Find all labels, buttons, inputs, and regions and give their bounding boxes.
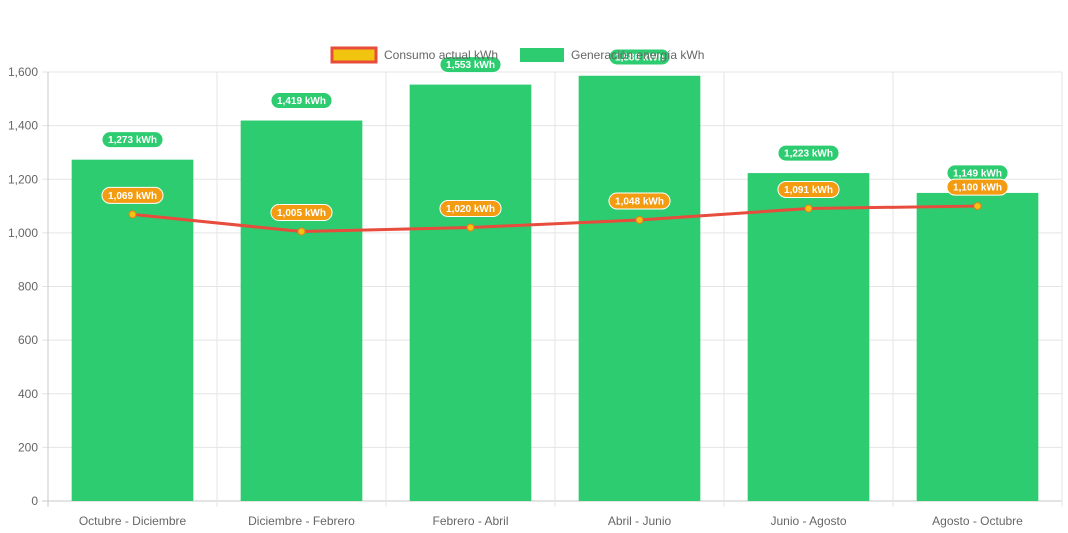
data-label-text: 1,091 kWh [784,185,833,196]
line-data-label: 1,020 kWh [439,200,502,218]
x-tick-label: Junio - Agosto [770,514,846,528]
data-label-background [608,192,671,210]
legend-item-generacion[interactable]: Generación energía kWh [520,48,704,62]
line-data-label: 1,091 kWh [777,180,840,198]
y-tick-label: 600 [18,333,38,347]
line-point[interactable] [297,227,306,236]
y-tick-label: 1,000 [8,226,38,240]
line-point[interactable] [635,216,644,225]
line-series [128,202,982,236]
data-label-text: 1,020 kWh [446,204,495,215]
y-tick-label: 400 [18,387,38,401]
data-label-background [946,178,1009,196]
x-tick-label: Agosto - Octubre [932,514,1023,528]
data-label-text: 1,069 kWh [108,191,157,202]
legend[interactable]: Consumo actual kWh Generación energía kWh [330,46,704,64]
y-tick-label: 1,400 [8,119,38,133]
data-labels: 1,273 kWh 1,419 kWh 1,553 kWh 1,586 kWh 1,22… [101,48,1009,222]
bar-data-label: 1,419 kWh [270,92,333,110]
y-axis: 0 200 400 600 800 1,000 1,200 1,400 1,600 [8,65,38,508]
data-label-text: 1,048 kWh [615,197,664,208]
y-tick-label: 0 [31,494,38,508]
data-label-text: 1,553 kWh [446,60,495,71]
data-label-background [439,200,502,218]
bar[interactable] [409,84,532,502]
bar-data-label: 1,223 kWh [777,144,840,162]
line-data-label: 1,100 kWh [946,178,1009,196]
bar-data-label: 1,553 kWh [439,56,502,74]
bar[interactable] [747,173,870,501]
line-point[interactable] [804,204,813,213]
line-point[interactable] [973,202,982,211]
legend-swatch-bar [520,48,564,62]
line-series-path [132,204,978,234]
data-label-text: 1,100 kWh [953,183,1002,194]
bar[interactable] [578,75,701,501]
data-label-text: 1,419 kWh [277,96,326,107]
line-data-label: 1,048 kWh [608,192,671,210]
y-tick-label: 1,600 [8,65,38,79]
x-tick-label: Diciembre - Febrero [248,514,355,528]
data-label-text: 1,149 kWh [953,168,1002,179]
line-data-label: 1,069 kWh [101,186,164,204]
data-label-background [270,204,333,222]
data-label-text: 1,586 kWh [615,53,664,64]
legend-item-consumo[interactable]: Consumo actual kWh [330,46,498,64]
x-tick-label: Octubre - Diciembre [79,514,187,528]
bar-data-label: 1,586 kWh [608,48,671,66]
data-label-background [777,180,840,198]
grid [42,71,1063,507]
y-tick-label: 1,200 [8,172,38,186]
legend-label-consumo: Consumo actual kWh [384,48,498,62]
legend-label-generacion: Generación energía kWh [571,48,704,62]
line-point[interactable] [466,223,475,232]
data-label-background [101,186,164,204]
legend-swatch-line [330,46,378,64]
bar-series [71,75,1039,502]
bar-data-label: 1,149 kWh [946,164,1009,182]
y-tick-label: 800 [18,280,38,294]
line-data-label: 1,005 kWh [270,204,333,222]
line-point[interactable] [128,210,137,219]
data-label-background [439,56,502,74]
bar[interactable] [916,192,1039,501]
x-tick-label: Febrero - Abril [432,514,508,528]
x-axis: Octubre - Diciembre Diciembre - Febrero Fe… [79,514,1023,528]
data-label-background [777,144,840,162]
data-label-background [101,131,164,149]
data-label-background [270,92,333,110]
data-label-text: 1,273 kWh [108,135,157,146]
data-label-text: 1,005 kWh [277,208,326,219]
data-label-background [608,48,671,66]
bar-data-label: 1,273 kWh [101,131,164,149]
bar[interactable] [240,120,363,501]
y-tick-label: 200 [18,440,38,454]
x-tick-label: Abril - Junio [608,514,672,528]
data-label-text: 1,223 kWh [784,149,833,160]
